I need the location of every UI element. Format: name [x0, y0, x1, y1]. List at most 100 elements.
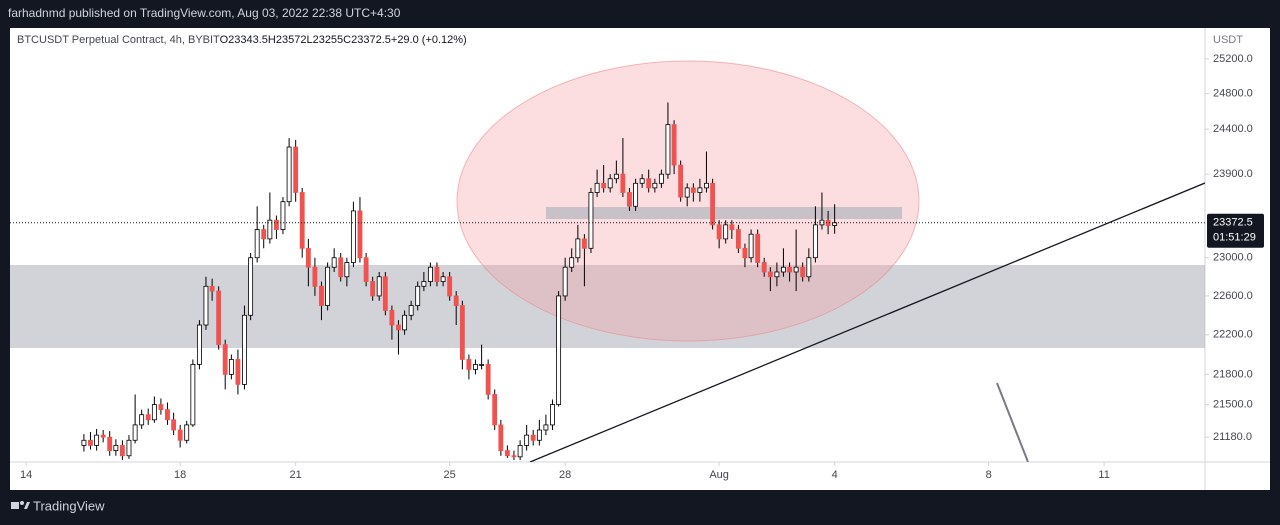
candle-body [729, 224, 735, 230]
ohlc-key: H [267, 34, 276, 46]
candle-body [492, 394, 498, 426]
candle-body [504, 450, 510, 457]
candle-body [697, 187, 703, 193]
x-tick-label: Aug [709, 469, 729, 481]
candle-body [171, 419, 177, 431]
candle-body [107, 436, 113, 451]
x-tick-label: 8 [986, 469, 992, 481]
candle-body [710, 182, 716, 226]
resistance-box [546, 207, 902, 219]
candle-body [293, 146, 299, 193]
candle-body [530, 434, 536, 441]
candle-body [165, 409, 170, 421]
candle-body [562, 266, 568, 297]
candle-body [139, 414, 145, 426]
candle-body [81, 439, 87, 446]
x-tick-label: 25 [444, 469, 456, 481]
candle-body [652, 182, 658, 189]
candle-body [325, 266, 331, 306]
y-tick-label: 22600.0 [1213, 290, 1253, 302]
candle-body [357, 210, 363, 259]
y-tick-label: 21180.0 [1213, 431, 1252, 443]
ohlc: O23343.5H23572L23255C23372.5 [220, 34, 391, 46]
candle-body [646, 178, 652, 189]
candle-body [396, 324, 401, 331]
candle-body [639, 178, 645, 184]
candle-body [305, 247, 311, 268]
candle-body [440, 276, 446, 282]
candle-body [581, 238, 587, 249]
candle-body [382, 276, 388, 311]
x-tick-label: 18 [174, 469, 186, 481]
candle-body [485, 364, 491, 395]
candle-body [601, 182, 607, 189]
candle-body [594, 182, 600, 193]
candle-body [216, 290, 222, 346]
candle-body [177, 429, 183, 441]
candle-body [184, 424, 190, 441]
candle-body [389, 310, 395, 326]
ohlc-key: C [343, 34, 352, 46]
x-tick-label: 4 [832, 469, 838, 481]
candle-body [267, 219, 273, 240]
candle-body [190, 364, 196, 426]
candle-body [774, 271, 780, 278]
y-unit: USDT [1213, 34, 1243, 46]
x-tick-label: 28 [559, 469, 571, 481]
candle-body [132, 424, 138, 441]
symbol: BTCUSDT Perpetual Contract, 4h, BYBIT [17, 34, 220, 46]
candle-body [119, 445, 125, 457]
candle-body [575, 238, 581, 259]
candle-body [812, 224, 818, 259]
candle-body [800, 266, 806, 278]
candle-body [716, 224, 722, 240]
logo [11, 501, 30, 509]
candle-body [806, 257, 812, 278]
last-price-tag [1207, 213, 1264, 248]
candle-body [312, 266, 318, 287]
candle-body [421, 281, 427, 287]
candle-body [100, 434, 106, 438]
x-tick-label: 21 [290, 469, 302, 481]
ohlc-value: 23255 [312, 34, 344, 46]
candle-body [781, 266, 786, 273]
footer-brand: TradingView [33, 498, 105, 513]
candle-body [370, 281, 376, 297]
candle-body [408, 305, 414, 316]
candle-body [755, 233, 761, 263]
candle-body [151, 404, 157, 421]
change: +29.0 (+0.12%) [390, 34, 467, 46]
highlight-ellipse [456, 60, 920, 342]
candle-body [222, 344, 228, 375]
arrow-line [996, 382, 1029, 462]
candle-body [338, 257, 344, 278]
candle-body [196, 324, 202, 365]
candle-body [690, 187, 696, 193]
countdown: 01:51:29 [1213, 232, 1256, 244]
chart-background [10, 28, 1270, 490]
candles [81, 102, 838, 460]
candle-body [479, 364, 485, 366]
candle-body [550, 404, 555, 426]
ohlc-value: 23572 [275, 34, 307, 46]
header: farhadnmd published on TradingView.com, … [8, 6, 401, 20]
candle-body [524, 434, 530, 446]
candle-body [787, 266, 793, 273]
candle-body [633, 182, 639, 207]
ohlc-key: O [219, 34, 229, 46]
candle-body [319, 285, 324, 306]
candle-body [627, 192, 632, 207]
candle-body [536, 429, 542, 441]
y-tick-label: 23900.0 [1213, 168, 1253, 180]
candle-body [735, 229, 741, 249]
candle-body [684, 187, 690, 198]
y-tick-label: 25200.0 [1213, 53, 1253, 65]
candle-body [613, 173, 619, 180]
candle-body [434, 266, 440, 282]
ohlc-value: 23372.5 [351, 34, 391, 46]
candle-body [350, 210, 356, 263]
candle-body [678, 164, 684, 198]
candle-body [543, 424, 549, 431]
candle-body [158, 404, 164, 411]
candle-body [517, 445, 523, 458]
